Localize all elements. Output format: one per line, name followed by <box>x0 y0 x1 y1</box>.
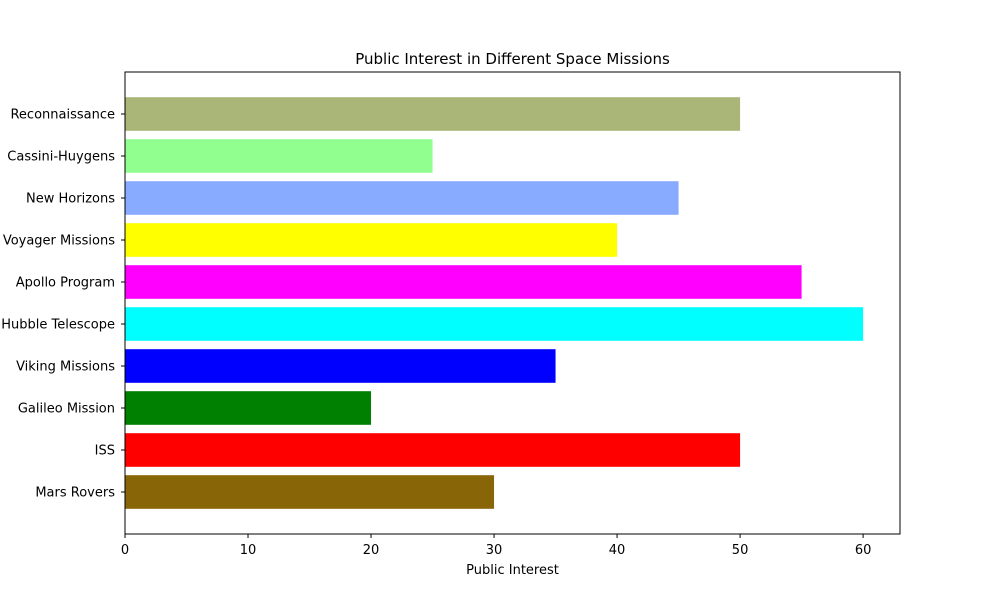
plot-frame <box>124 71 901 535</box>
y-tick-label: New Horizons <box>26 192 115 207</box>
x-axis: 0 10 20 30 40 50 60 <box>121 534 872 558</box>
chart-title: Public Interest in Different Space Missi… <box>355 50 670 68</box>
bar-hubble-telescope <box>125 307 864 341</box>
y-tick-label: Viking Missions <box>16 360 115 375</box>
bars-group <box>125 97 864 509</box>
y-tick-label: Mars Rovers <box>35 486 115 501</box>
x-tick-label: 30 <box>486 543 503 558</box>
y-tick-label: Apollo Program <box>16 276 115 291</box>
x-tick-label: 50 <box>732 543 749 558</box>
x-axis-label: Public Interest <box>466 563 559 578</box>
y-tick-label: Galileo Mission <box>18 402 115 417</box>
x-tick-label: 40 <box>609 543 626 558</box>
bar-new-horizons <box>125 181 679 215</box>
bar-apollo-program <box>125 265 802 299</box>
bar-cassini-huygens <box>125 139 433 173</box>
y-axis: Mars Rovers ISS Galileo Mission Viking Miss… <box>1 108 125 501</box>
bar-galileo-mission <box>125 391 372 425</box>
bar-viking-missions <box>125 349 556 383</box>
y-tick-label: Cassini-Huygens <box>7 150 115 165</box>
bar-reconnaissance <box>125 97 741 131</box>
x-tick-label: 60 <box>855 543 872 558</box>
bar-iss <box>125 433 741 467</box>
y-tick-label: Hubble Telescope <box>1 318 115 333</box>
x-tick-label: 0 <box>121 543 129 558</box>
y-tick-label: Reconnaissance <box>10 108 115 123</box>
x-tick-label: 20 <box>363 543 380 558</box>
x-tick-label: 10 <box>240 543 257 558</box>
bar-voyager-missions <box>125 223 618 257</box>
y-tick-label: Voyager Missions <box>3 234 115 249</box>
bar-mars-rovers <box>125 475 495 509</box>
y-tick-label: ISS <box>95 444 115 459</box>
